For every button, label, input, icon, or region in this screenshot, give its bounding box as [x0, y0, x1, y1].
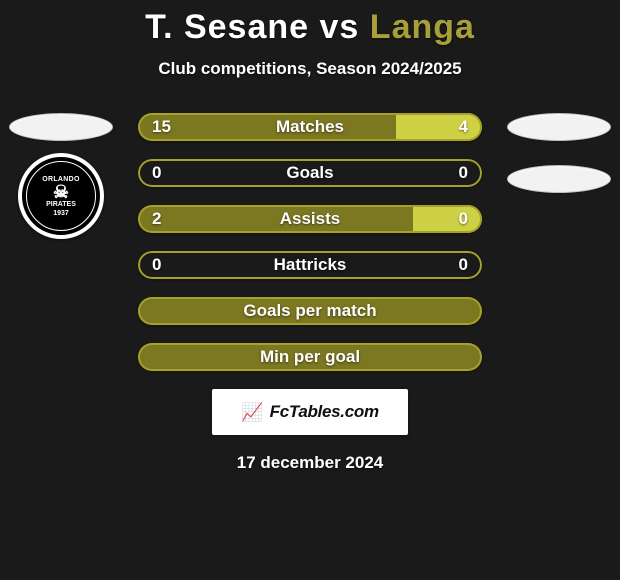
bar-row: 00Hattricks	[138, 251, 482, 279]
brand-box[interactable]: 📈 FcTables.com	[212, 389, 408, 435]
datestamp: 17 december 2024	[0, 453, 620, 473]
bar-label: Hattricks	[138, 251, 482, 279]
club-badge-a: ORLANDO ☠ PIRATES 1937	[18, 153, 104, 239]
bar-row: 154Matches	[138, 113, 482, 141]
player-b-name: Langa	[370, 8, 475, 46]
comparison-main: ORLANDO ☠ PIRATES 1937 154Matches 00Goals…	[0, 113, 620, 373]
page-title: T. Sesane vs Langa	[0, 8, 620, 47]
avatar-placeholder-b	[507, 113, 611, 141]
right-column	[504, 113, 614, 193]
vs-text: vs	[320, 8, 360, 46]
comparison-bars: 154Matches 00Goals 20Assists 00Hattricks Goa…	[138, 113, 482, 371]
bar-label: Goals	[138, 159, 482, 187]
club-a-bottom: PIRATES	[46, 201, 76, 208]
bar-row: 00Goals	[138, 159, 482, 187]
avatar-placeholder-a	[9, 113, 113, 141]
bar-label: Goals per match	[138, 297, 482, 325]
player-a-name: T. Sesane	[145, 8, 309, 46]
bar-row: Goals per match	[138, 297, 482, 325]
comparison-card: T. Sesane vs Langa Club competitions, Se…	[0, 0, 620, 580]
left-column: ORLANDO ☠ PIRATES 1937	[6, 113, 116, 239]
bar-label: Matches	[138, 113, 482, 141]
club-a-year: 1937	[53, 210, 69, 217]
brand-text: FcTables.com	[270, 402, 379, 422]
bar-row: 20Assists	[138, 205, 482, 233]
bar-label: Min per goal	[138, 343, 482, 371]
chart-icon: 📈	[241, 402, 263, 423]
bar-row: Min per goal	[138, 343, 482, 371]
bar-label: Assists	[138, 205, 482, 233]
club-placeholder-b	[507, 165, 611, 193]
skull-icon: ☠	[53, 183, 69, 201]
club-badge-a-inner: ORLANDO ☠ PIRATES 1937	[26, 161, 96, 231]
subtitle: Club competitions, Season 2024/2025	[0, 59, 620, 79]
